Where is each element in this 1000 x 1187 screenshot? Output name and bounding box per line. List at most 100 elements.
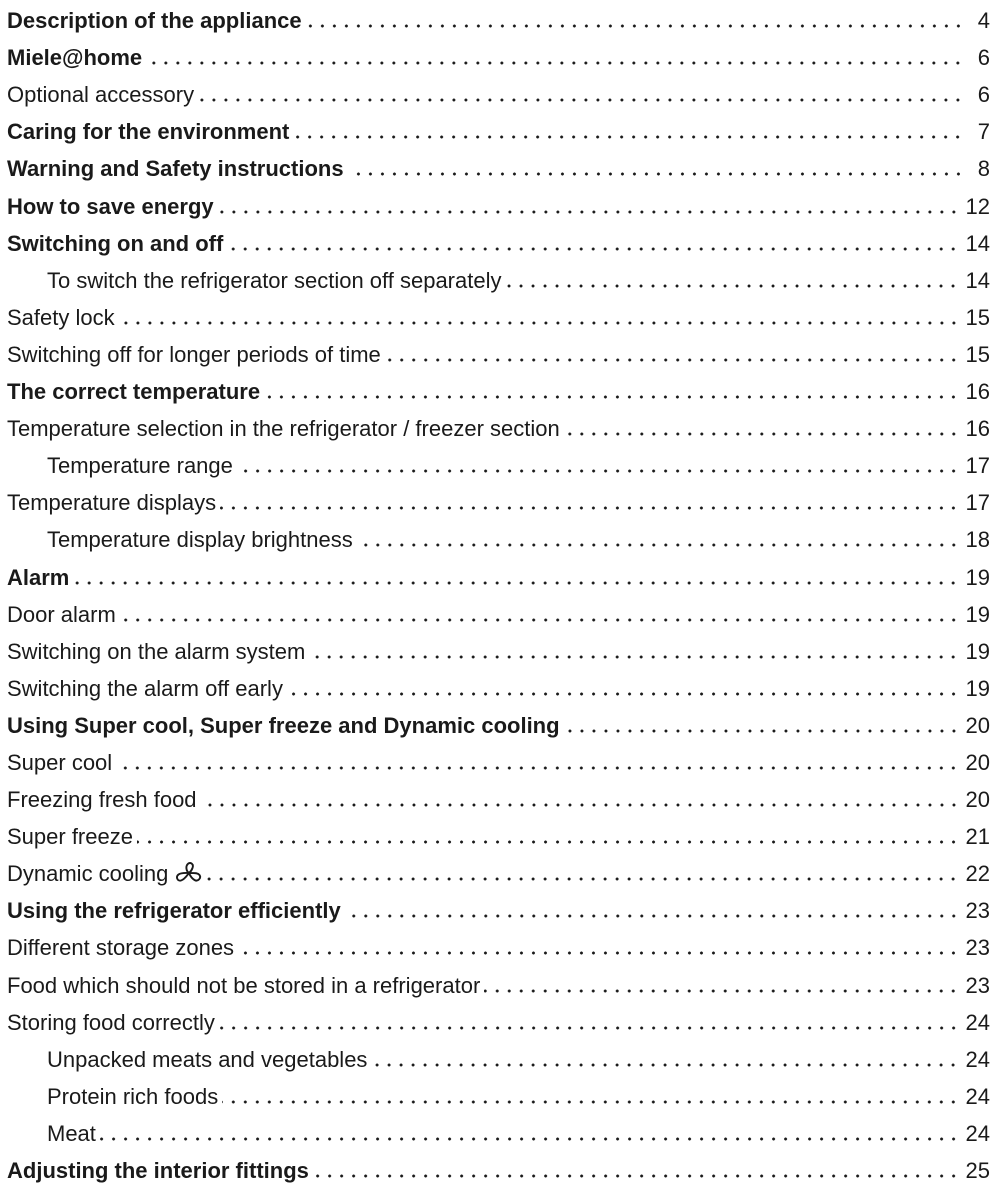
dot-leader: [371, 1060, 960, 1069]
toc-entry-page-number: 21: [965, 824, 990, 850]
toc-entry-title: Super cool: [7, 749, 113, 775]
dot-leader: [293, 133, 964, 142]
toc-entry-24[interactable]: Dynamic cooling 22: [0, 853, 1000, 890]
dot-leader: [116, 763, 960, 772]
toc-entry-30[interactable]: Protein rich foods 24: [0, 1076, 1000, 1113]
toc-entry-title: Switching on and off: [7, 230, 224, 256]
toc-entry-page-number: 23: [965, 935, 990, 961]
toc-entry-13[interactable]: Temperature range 17: [0, 445, 1000, 482]
toc-entry-title: Different storage zones: [7, 935, 235, 961]
toc-entry-page-number: 4: [977, 8, 990, 34]
toc-entry-18[interactable]: Switching on the alarm system 19: [0, 631, 1000, 668]
toc-entry-title: Dynamic cooling: [7, 861, 202, 890]
toc-entry-3[interactable]: Optional accessory 6: [0, 74, 1000, 111]
toc-entry-1[interactable]: Description of the appliance 4: [0, 0, 1000, 37]
toc-entry-page-number: 20: [965, 749, 990, 775]
dot-leader: [484, 986, 960, 995]
toc-entry-title: Protein rich foods: [47, 1083, 219, 1109]
toc-entry-7[interactable]: Switching on and off 14: [0, 223, 1000, 260]
toc-entry-page-number: 19: [965, 675, 990, 701]
toc-entry-6[interactable]: How to save energy 12: [0, 185, 1000, 222]
toc-entry-title: Switching the alarm off early: [7, 675, 283, 701]
toc-entry-page-number: 12: [965, 193, 990, 219]
toc-entry-title: Freezing fresh food: [7, 787, 197, 813]
toc-entry-19[interactable]: Switching the alarm off early 19: [0, 668, 1000, 705]
dot-leader: [119, 615, 960, 624]
dot-leader: [563, 430, 960, 439]
toc-entry-title: Temperature display brightness: [47, 527, 353, 553]
dot-leader: [217, 207, 960, 216]
toc-entry-title: Description of the appliance: [7, 8, 302, 34]
toc-entry-11[interactable]: The correct temperature 16: [0, 371, 1000, 408]
toc-entry-title: Using Super cool, Super freeze and Dynam…: [7, 712, 560, 738]
toc-entry-title: Temperature range: [47, 453, 233, 479]
toc-entry-5[interactable]: Warning and Safety instructions 8: [0, 148, 1000, 185]
toc-entry-29[interactable]: Unpacked meats and vegetables 24: [0, 1039, 1000, 1076]
toc-entry-title: Unpacked meats and vegetables: [47, 1046, 368, 1072]
toc-entry-page-number: 24: [965, 1046, 990, 1072]
toc-entry-title: Adjusting the interior fittings: [7, 1158, 309, 1183]
toc-entry-page-number: 16: [965, 379, 990, 405]
fan-icon: [176, 862, 202, 882]
dot-leader: [312, 1172, 960, 1180]
dot-leader: [505, 281, 960, 290]
dot-leader: [347, 170, 964, 179]
toc-entry-31[interactable]: Meat 24: [0, 1113, 1000, 1150]
toc-entry-9[interactable]: Safety lock 15: [0, 297, 1000, 334]
toc-entry-21[interactable]: Super cool 20: [0, 742, 1000, 779]
toc-entry-17[interactable]: Door alarm 19: [0, 594, 1000, 631]
dot-leader: [206, 875, 960, 884]
toc-entry-27[interactable]: Food which should not be stored in a ref…: [0, 964, 1000, 1001]
toc-entry-8[interactable]: To switch the refrigerator section off s…: [0, 260, 1000, 297]
dot-leader: [384, 355, 960, 364]
toc-entry-page-number: 8: [977, 156, 990, 182]
toc-entry-2[interactable]: Miele@home 6: [0, 37, 1000, 74]
toc-entry-14[interactable]: Temperature displays 17: [0, 482, 1000, 519]
dot-leader: [222, 1097, 960, 1106]
toc-entry-page-number: 25: [965, 1158, 990, 1183]
toc-entry-title: Caring for the environment: [7, 119, 290, 145]
toc-entry-32[interactable]: Adjusting the interior fittings 25: [0, 1150, 1000, 1187]
toc-entry-title: Food which should not be stored in a ref…: [7, 972, 481, 998]
toc-entry-page-number: 14: [965, 267, 990, 293]
toc-entry-25[interactable]: Using the refrigerator efficiently 23: [0, 890, 1000, 927]
toc-entry-23[interactable]: Super freeze 21: [0, 816, 1000, 853]
toc-entry-12[interactable]: Temperature selection in the refrigerato…: [0, 408, 1000, 445]
toc-entry-4[interactable]: Caring for the environment 7: [0, 111, 1000, 148]
dot-leader: [227, 244, 960, 253]
dot-leader: [200, 801, 960, 810]
toc-entry-10[interactable]: Switching off for longer periods of time…: [0, 334, 1000, 371]
toc-entry-20[interactable]: Using Super cool, Super freeze and Dynam…: [0, 705, 1000, 742]
toc-entry-title: Door alarm: [7, 601, 116, 627]
toc-entry-page-number: 14: [965, 230, 990, 256]
toc-entry-28[interactable]: Storing food correctly 24: [0, 1002, 1000, 1039]
toc-entry-title: Miele@home: [7, 45, 143, 71]
toc-entry-title: Switching off for longer periods of time: [7, 341, 381, 367]
dot-leader: [309, 652, 960, 661]
toc-entry-title: Optional accessory: [7, 82, 195, 108]
toc-entry-title: The correct temperature: [7, 379, 261, 405]
toc-entry-title: Temperature displays: [7, 490, 217, 516]
toc-entry-page-number: 17: [965, 453, 990, 479]
toc-entry-page-number: 19: [965, 564, 990, 590]
toc-entry-title: Meat: [47, 1120, 96, 1146]
dot-leader: [136, 838, 960, 847]
dot-leader: [73, 578, 960, 587]
toc-entry-16[interactable]: Alarm 19: [0, 556, 1000, 593]
dot-leader: [118, 318, 960, 327]
toc-entry-22[interactable]: Freezing fresh food 20: [0, 779, 1000, 816]
toc-entry-page-number: 22: [965, 861, 990, 887]
toc-entry-page-number: 15: [965, 341, 990, 367]
dot-leader: [220, 504, 960, 513]
toc-entry-title: Safety lock: [7, 304, 115, 330]
toc-entry-page-number: 15: [965, 304, 990, 330]
dot-leader: [286, 689, 960, 698]
toc-entry-page-number: 18: [965, 527, 990, 553]
dot-leader: [99, 1134, 960, 1143]
dot-leader: [146, 59, 964, 68]
toc-entry-title: To switch the refrigerator section off s…: [47, 267, 502, 293]
toc-entry-26[interactable]: Different storage zones 23: [0, 927, 1000, 964]
toc-entry-15[interactable]: Temperature display brightness 18: [0, 519, 1000, 556]
toc-entry-page-number: 24: [965, 1083, 990, 1109]
